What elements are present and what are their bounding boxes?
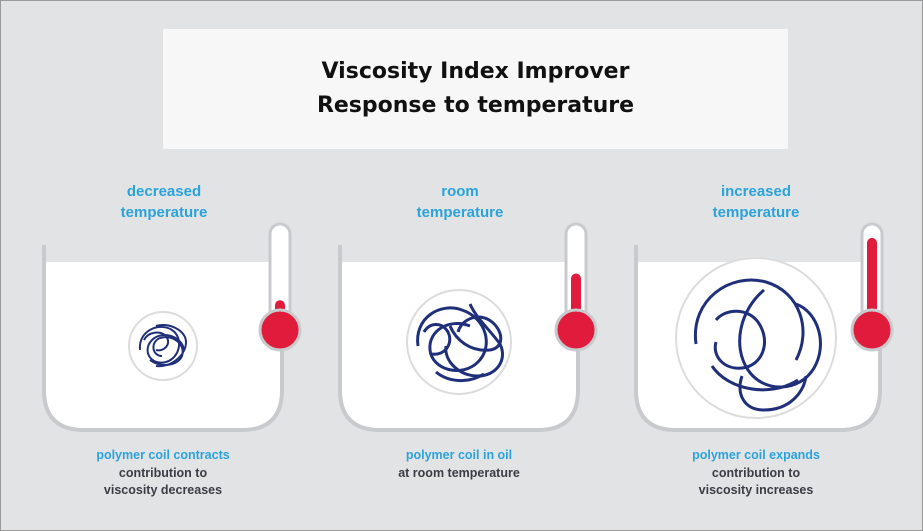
caption-line-1: polymer coil contracts (96, 448, 230, 462)
heading-line-1: increased (720, 183, 792, 200)
caption-increased: polymer coil expands contribution to vis… (626, 447, 886, 500)
caption-room: polymer coil in oil at room temperature (329, 447, 589, 482)
panel-heading-increased: increased temperature (636, 181, 876, 223)
panel-heading-room: room temperature (340, 181, 580, 223)
heading-line-2: temperature (120, 204, 208, 221)
polymer-coil-medium (406, 289, 512, 395)
heading-line-2: temperature (712, 204, 800, 221)
heading-line-1: room (441, 183, 479, 200)
caption-line-1: polymer coil expands (692, 448, 820, 462)
polymer-coil-small (128, 311, 198, 381)
thermometer-room (554, 222, 598, 352)
thermometer-increased (850, 222, 894, 352)
caption-line-2: at room temperature (398, 465, 520, 480)
caption-line-3: viscosity decreases (103, 483, 223, 497)
title-line-2: Response to temperature (316, 93, 635, 118)
thermometer-decreased (258, 222, 302, 352)
title-line-1: Viscosity Index Improver (321, 59, 630, 84)
title-box: Viscosity Index Improver Response to tem… (163, 29, 788, 149)
caption-decreased: polymer coil contracts contribution to v… (33, 447, 293, 500)
panel-heading-decreased: decreased temperature (44, 181, 284, 223)
heading-line-1: decreased (126, 183, 202, 200)
caption-line-3: viscosity increases (698, 483, 814, 497)
polymer-coil-large (675, 257, 837, 419)
heading-line-2: temperature (416, 204, 504, 221)
caption-line-1: polymer coil in oil (405, 448, 513, 462)
caption-line-2: contribution to (711, 465, 801, 480)
caption-line-2: contribution to (118, 465, 208, 480)
